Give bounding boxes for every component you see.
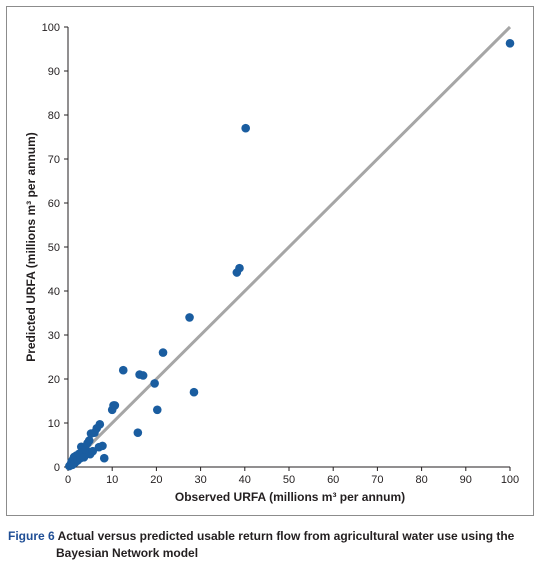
data-point [118,365,128,375]
data-point [110,401,120,410]
caption-line-1: Actual versus predicted usable return fl… [57,529,515,543]
data-point [158,348,168,357]
y-tick-label: 30 [48,330,60,342]
y-tick-label: 60 [48,198,60,210]
x-tick-label: 10 [106,474,118,486]
x-tick-label: 20 [150,474,162,486]
data-point [185,313,194,322]
y-tick-label: 0 [54,462,60,474]
y-tick-label: 100 [42,22,60,34]
data-point [133,428,143,437]
figure-number: Figure 6 [8,529,55,543]
x-tick-label: 0 [65,474,71,486]
y-tick-label: 50 [48,242,60,254]
data-point [505,38,515,48]
x-tick-label: 50 [283,474,295,486]
scatter-chart: 0 10 20 30 40 50 60 70 80 90 100 0 10 20 30 40 50 60 70 80 9… [24,22,520,504]
data-point [138,371,148,380]
data-point [84,436,94,445]
data-point [189,387,199,397]
x-tick-label: 60 [327,474,339,486]
x-tick-label: 40 [239,474,251,486]
y-tick-label: 70 [48,154,60,166]
data-point [88,446,98,456]
y-tick-label: 90 [48,66,60,78]
caption-line-2: Bayesian Network model [56,546,199,560]
x-tick-label: 100 [501,474,519,486]
x-tick-label: 30 [194,474,206,486]
x-tick-label: 70 [371,474,383,486]
y-axis-title: Predicted URFA (millions m³ per annum) [24,132,38,362]
x-tick-label: 80 [415,474,427,486]
y-tick-label: 40 [48,286,60,298]
one-to-one-reference-line [66,25,512,469]
data-point [98,441,107,451]
data-point [99,453,109,463]
data-point [241,123,250,133]
data-points [65,38,515,471]
reference-line-layer [66,25,512,469]
data-point [95,420,105,429]
y-tick-label: 80 [48,110,60,122]
y-tick-label: 10 [48,418,60,430]
data-point [235,263,244,273]
y-tick-label: 20 [48,374,60,386]
data-point [152,405,162,415]
x-axis-title: Observed URFA (millions m³ per annum) [175,490,405,504]
data-point [150,379,159,388]
figure-caption: Figure 6 Actual versus predicted usable … [8,528,528,562]
axes: 0 10 20 30 40 50 60 70 80 90 100 0 10 20 30 40 50 60 70 80 9… [42,22,520,486]
x-tick-label: 90 [460,474,472,486]
